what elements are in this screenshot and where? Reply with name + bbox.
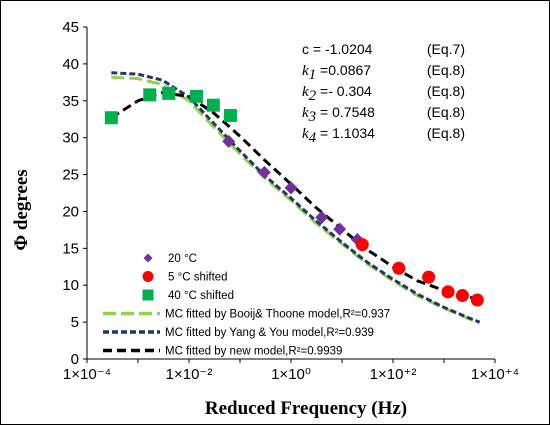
y-tick-label: 5 [71, 314, 79, 331]
data-point-1 [455, 289, 469, 303]
data-point-1 [441, 285, 455, 299]
legend-label: MC fitted by Booij& Thoone model,R²=0.93… [165, 309, 390, 321]
legend-label: 40 °C shifted [168, 290, 234, 302]
y-tick-label: 25 [62, 167, 79, 184]
equation-subscript: 3 [308, 109, 317, 125]
data-point-2 [189, 89, 203, 103]
x-tick-label: 1×10⁺² [370, 366, 417, 383]
y-tick-label: 15 [62, 240, 79, 257]
equation-reference: (Eq.8) [427, 62, 465, 78]
equation-variable: k [302, 84, 309, 100]
y-tick-label: 0 [71, 351, 79, 368]
legend-label: 5 °C shifted [168, 272, 228, 284]
equation-value: =0.0867 [316, 62, 371, 78]
equation-line: c = -1.0204 [302, 41, 373, 57]
data-point-0 [315, 210, 329, 224]
equation-annotations: c = -1.0204 (Eq.7)k1 =0.0867 (Eq.8)k2 =- 0… [302, 41, 465, 146]
legend-label: MC fitted by Yang & You model,R²=0.939 [165, 327, 374, 339]
x-axis-label: Reduced Frequency (Hz) [205, 398, 407, 419]
data-point-0 [284, 181, 298, 195]
data-point-1 [422, 270, 436, 284]
equation-reference: (Eq.8) [427, 83, 465, 99]
y-tick-label: 30 [62, 130, 79, 147]
equation-subscript: 2 [309, 88, 317, 104]
y-tick-label: 35 [62, 93, 79, 110]
equation-reference: (Eq.7) [427, 41, 465, 57]
data-point-0 [257, 165, 271, 179]
y-tick-label: 10 [62, 277, 79, 294]
axes: 0 5 10 15 20 25 30 35 40 45 1×10⁻⁴ 1×10⁻² 1×10⁰ 1×10⁺… [62, 19, 519, 383]
x-tick-label: 1×10⁻² [166, 366, 213, 383]
equation-variable: k [302, 63, 309, 79]
equation-reference: (Eq.8) [427, 125, 465, 141]
data-point-2 [206, 98, 220, 112]
equation-variable: k [302, 126, 309, 142]
data-point-1 [470, 293, 484, 307]
data-point-2 [223, 109, 237, 123]
legend: 20 °C 5 °C shifted 40 °C shifted MC fitted … [103, 253, 390, 358]
equation-value: =- 0.304 [316, 83, 372, 99]
legend-label: MC fitted by new model,R²=0.9939 [165, 346, 342, 358]
equation-subscript: 1 [309, 67, 317, 83]
fit-curves [110, 71, 481, 325]
fit-curve-4 [111, 71, 481, 324]
equation-value: = 1.1034 [316, 125, 375, 141]
y-tick-label: 20 [62, 203, 79, 220]
legend-marker [143, 253, 153, 263]
y-tick-label: 40 [62, 56, 79, 73]
legend-marker [142, 289, 154, 301]
data-point-1 [355, 238, 369, 252]
fit-curve-5 [110, 91, 480, 301]
legend-label: 20 °C [168, 253, 197, 265]
data-point-0 [222, 134, 236, 148]
x-tick-label: 1×10⁰ [271, 366, 311, 383]
equation-line: k1 =0.0867 [302, 62, 371, 83]
fit-curve-3 [111, 75, 481, 325]
equation-subscript: 4 [309, 130, 317, 146]
y-tick-label: 45 [62, 19, 79, 36]
data-point-0 [333, 222, 347, 236]
x-tick-label: 1×10⁻⁴ [63, 366, 111, 383]
equation-reference: (Eq.8) [427, 104, 465, 120]
data-point-2 [162, 86, 176, 100]
equation-value: = 0.7548 [316, 104, 375, 120]
equation-line: k2 =- 0.304 [302, 83, 372, 104]
y-axis-label: Φ degrees [11, 169, 32, 250]
equation-line: k3 = 0.7548 [302, 104, 375, 125]
x-tick-label: 1×10⁺⁴ [471, 366, 519, 383]
data-point-1 [392, 261, 406, 275]
data-point-2 [104, 111, 118, 125]
equation-variable: k [302, 105, 309, 121]
equation-value: c = -1.0204 [302, 41, 373, 57]
data-point-2 [143, 88, 157, 102]
data-points [104, 86, 484, 307]
equation-line: k4 = 1.1034 [302, 125, 375, 146]
legend-marker [142, 271, 154, 282]
